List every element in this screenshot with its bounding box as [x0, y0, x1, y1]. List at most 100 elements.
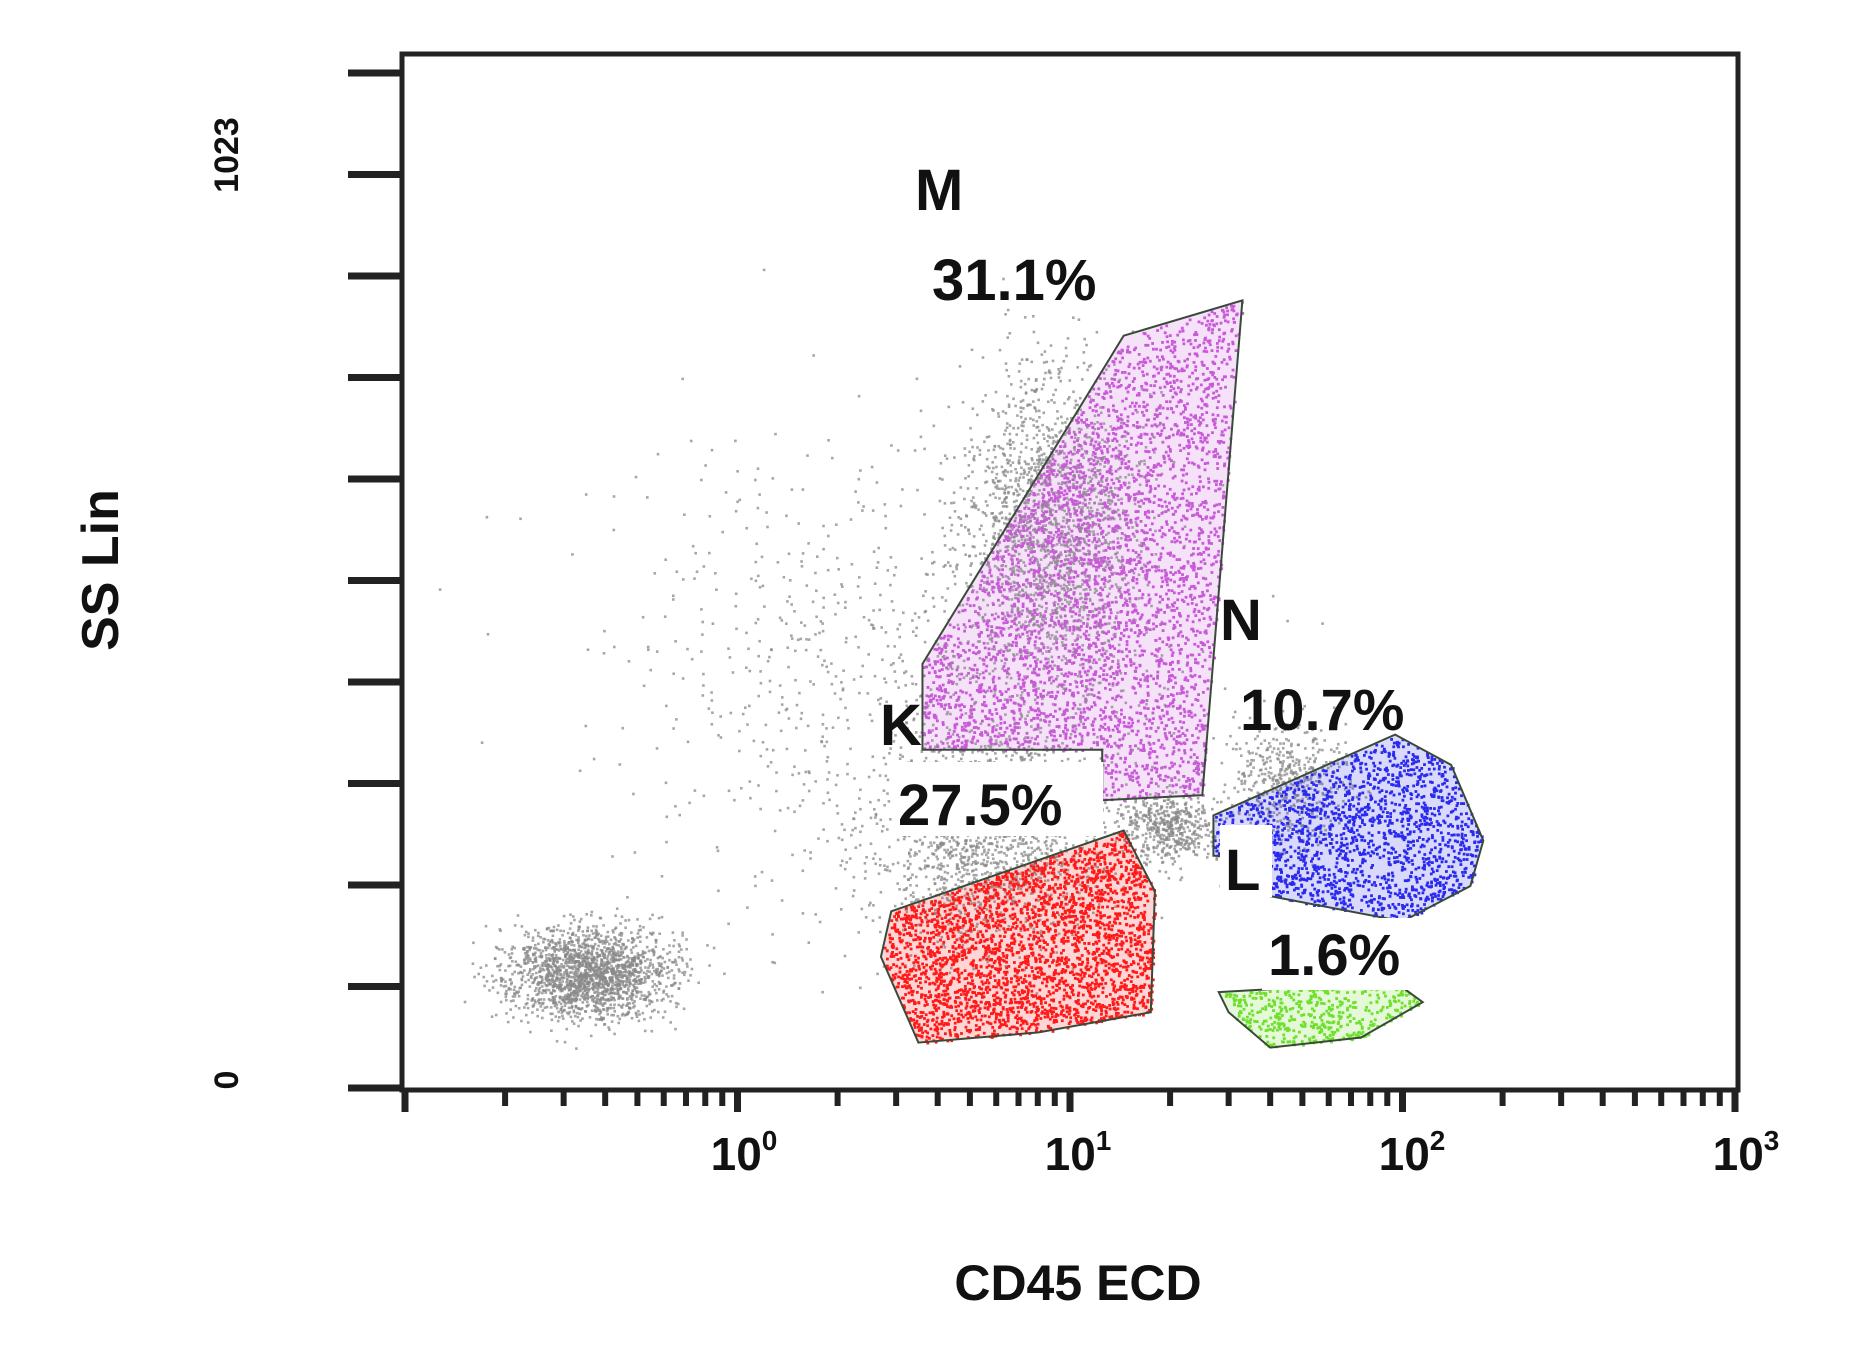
- background-event-212: [572, 972, 576, 975]
- background-event-169: [542, 998, 546, 1001]
- background-event-3347: [878, 864, 882, 867]
- background-event-615: [571, 976, 575, 979]
- background-event-985: [586, 987, 589, 991]
- background-event-2764: [906, 859, 910, 863]
- background-event-675: [593, 966, 596, 970]
- background-event-78: [563, 996, 567, 999]
- background-event-79: [646, 969, 649, 973]
- background-event-4564: [1066, 337, 1070, 340]
- background-event-1665: [569, 984, 573, 988]
- background-event-1753: [634, 977, 637, 981]
- background-event-2050: [1021, 839, 1024, 842]
- background-event-4402: [1027, 377, 1030, 381]
- background-event-375: [654, 939, 658, 942]
- background-event-1179: [631, 983, 635, 987]
- background-event-311: [551, 968, 555, 972]
- background-event-1197: [547, 978, 551, 982]
- background-event-1037: [570, 966, 573, 970]
- background-event-3225: [1009, 843, 1013, 847]
- background-event-2921: [807, 789, 811, 793]
- background-event-2362: [1002, 867, 1006, 871]
- background-event-1423: [512, 999, 515, 1002]
- background-event-814: [600, 1016, 603, 1019]
- background-event-2951: [893, 670, 897, 673]
- background-event-1694: [631, 957, 634, 961]
- background-event-410: [585, 1005, 589, 1008]
- background-event-3567: [1083, 337, 1086, 341]
- background-event-395: [573, 971, 577, 974]
- background-event-1654: [628, 963, 631, 967]
- background-event-367: [619, 970, 622, 973]
- background-event-4833: [1014, 467, 1017, 471]
- background-event-1567: [574, 1005, 578, 1008]
- background-event-2349: [869, 816, 873, 820]
- background-event-2987: [961, 848, 964, 851]
- background-event-4602: [1013, 505, 1016, 509]
- background-event-1448: [543, 1006, 547, 1009]
- background-event-1584: [581, 996, 585, 999]
- background-event-1162: [586, 973, 590, 977]
- background-event-475: [554, 1015, 558, 1018]
- background-event-4197: [1068, 379, 1072, 382]
- background-event-3757: [991, 512, 994, 515]
- background-event-1065: [550, 938, 554, 942]
- background-event-1337: [633, 967, 637, 971]
- background-event-2963: [821, 990, 824, 994]
- background-event-1474: [644, 997, 647, 1001]
- background-event-2934: [915, 898, 918, 901]
- background-event-774: [609, 995, 613, 999]
- background-event-792: [549, 959, 552, 962]
- background-event-465: [520, 1019, 523, 1023]
- background-event-1865: [514, 960, 518, 963]
- background-event-1682: [670, 984, 673, 987]
- background-event-4570: [1006, 336, 1009, 339]
- background-event-1635: [594, 962, 597, 966]
- background-event-561: [648, 917, 652, 921]
- background-event-1536: [633, 1004, 636, 1008]
- background-event-2591: [1037, 839, 1040, 843]
- background-event-1701: [590, 957, 594, 960]
- background-event-3734: [947, 405, 951, 409]
- background-event-990: [546, 965, 550, 969]
- background-event-3895: [986, 504, 989, 507]
- background-event-1858: [574, 934, 578, 937]
- background-event-802: [588, 934, 591, 937]
- background-event-1761: [554, 1001, 558, 1005]
- background-event-1965: [1000, 742, 1004, 746]
- background-event-2945: [943, 888, 946, 891]
- background-event-2822: [1085, 839, 1088, 843]
- background-event-1040: [571, 1020, 574, 1023]
- background-event-1804: [634, 944, 638, 948]
- background-event-737: [539, 975, 543, 979]
- background-event-1575: [568, 954, 572, 958]
- background-event-1048: [553, 979, 557, 982]
- background-event-1372: [617, 964, 621, 967]
- background-event-4103: [1062, 359, 1066, 363]
- background-event-1751: [494, 957, 497, 961]
- background-event-350: [573, 918, 576, 922]
- background-event-618: [681, 971, 684, 974]
- background-event-1766: [581, 957, 584, 961]
- background-event-2483: [969, 839, 972, 842]
- background-event-4706: [985, 435, 989, 439]
- background-event-531: [581, 956, 584, 960]
- background-event-1305: [513, 946, 516, 950]
- background-event-2323: [902, 837, 906, 841]
- background-event-3049: [864, 916, 868, 919]
- background-event-1011: [542, 968, 546, 972]
- background-event-724: [512, 1016, 515, 1019]
- background-event-4955: [1005, 426, 1009, 429]
- background-event-1176: [533, 966, 537, 970]
- background-event-1662: [617, 984, 620, 987]
- background-event-303: [605, 963, 608, 966]
- background-event-4358: [943, 454, 947, 457]
- background-event-3799: [1064, 346, 1068, 350]
- background-event-4862: [1017, 479, 1020, 482]
- background-event-404: [562, 964, 566, 968]
- background-event-726: [614, 952, 618, 955]
- background-event-1089: [639, 959, 643, 962]
- background-event-1184: [558, 980, 561, 983]
- background-event-2382: [982, 858, 986, 862]
- background-event-4596: [1015, 499, 1018, 503]
- background-event-2717: [1023, 757, 1026, 761]
